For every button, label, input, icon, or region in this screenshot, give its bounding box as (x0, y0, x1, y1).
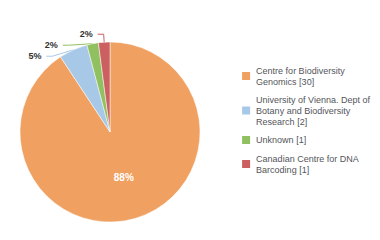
svg-text:Centre for Biodiversity: Centre for Biodiversity (256, 66, 345, 76)
svg-text:Canadian Centre for DNA: Canadian Centre for DNA (256, 154, 359, 164)
svg-text:2%: 2% (80, 29, 93, 39)
svg-text:Botany and Biodiversity: Botany and Biodiversity (256, 106, 351, 116)
svg-text:University of Vienna. Dept of: University of Vienna. Dept of (256, 95, 370, 105)
svg-text:5%: 5% (28, 51, 41, 61)
svg-text:Genomics [30]: Genomics [30] (256, 77, 314, 87)
svg-text:Research [2]: Research [2] (256, 117, 307, 127)
svg-text:Barcoding [1]: Barcoding [1] (256, 165, 309, 175)
svg-text:Unknown [1]: Unknown [1] (256, 135, 306, 145)
svg-text:88%: 88% (114, 172, 134, 183)
svg-text:2%: 2% (45, 40, 58, 50)
